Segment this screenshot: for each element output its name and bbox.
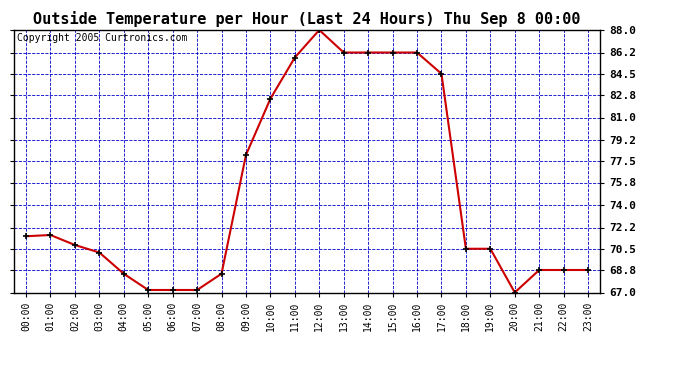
Text: Copyright 2005 Curtronics.com: Copyright 2005 Curtronics.com [17, 33, 187, 43]
Title: Outside Temperature per Hour (Last 24 Hours) Thu Sep 8 00:00: Outside Temperature per Hour (Last 24 Ho… [33, 12, 581, 27]
